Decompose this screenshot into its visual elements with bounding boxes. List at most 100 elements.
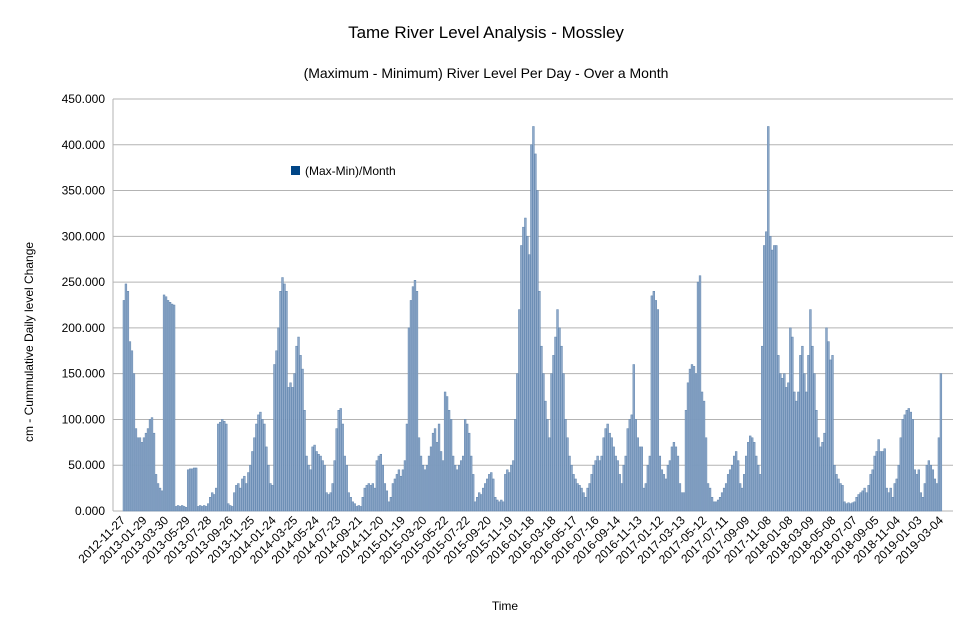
bar — [606, 423, 609, 512]
bar — [751, 437, 754, 512]
bar — [821, 442, 824, 512]
bar — [718, 497, 722, 512]
bar — [279, 291, 282, 512]
bar — [759, 474, 762, 512]
bar — [590, 474, 593, 512]
bar — [732, 455, 736, 512]
bar — [379, 453, 383, 512]
bar — [684, 410, 688, 512]
bar — [927, 460, 931, 512]
bar — [233, 492, 236, 512]
bar — [526, 236, 529, 512]
bar — [534, 153, 537, 512]
bar — [213, 494, 216, 512]
bar — [889, 487, 892, 512]
bar — [572, 474, 575, 512]
bar — [819, 446, 822, 512]
bar — [783, 373, 786, 512]
bar — [490, 472, 493, 512]
bar — [217, 423, 220, 512]
bar — [470, 455, 473, 512]
bar — [686, 382, 690, 512]
bar — [656, 309, 660, 512]
bar — [739, 483, 742, 512]
bar — [716, 499, 720, 512]
bar — [468, 432, 471, 512]
bar — [391, 483, 395, 512]
bar — [249, 464, 252, 512]
y-tick-label: 450.000 — [62, 92, 106, 106]
bar — [172, 304, 176, 512]
bar — [785, 387, 788, 512]
bar — [395, 474, 399, 512]
bar — [540, 345, 543, 512]
bar — [837, 478, 840, 512]
bar — [903, 414, 906, 512]
bar — [329, 492, 332, 512]
bar — [516, 373, 519, 512]
bar — [285, 291, 288, 512]
bar — [911, 419, 914, 512]
bar — [482, 487, 485, 512]
bar — [789, 327, 792, 512]
bar — [295, 345, 298, 512]
bar — [917, 469, 920, 512]
bar — [486, 478, 489, 512]
bar — [205, 506, 208, 512]
bar — [562, 373, 565, 512]
bar — [747, 442, 750, 512]
bar — [574, 478, 577, 512]
bar — [658, 455, 662, 512]
bar — [309, 469, 312, 512]
bar — [528, 254, 531, 512]
bar — [799, 355, 802, 512]
bar — [855, 497, 858, 512]
bar — [399, 475, 403, 512]
bar — [664, 478, 668, 512]
bar — [809, 309, 812, 512]
bar — [598, 460, 601, 512]
bar — [170, 303, 174, 512]
bar — [203, 505, 206, 512]
bar — [859, 492, 862, 512]
bar — [761, 345, 764, 512]
legend-label: (Max-Min)/Month — [305, 164, 396, 178]
bar — [447, 410, 451, 512]
bar — [383, 483, 387, 512]
bar — [180, 505, 184, 512]
bar — [646, 464, 649, 512]
bar — [317, 453, 320, 512]
bar — [445, 396, 449, 512]
bar — [610, 437, 613, 512]
bar — [743, 474, 746, 512]
y-axis-label: cm - Cummulative Daily level Change — [22, 242, 36, 442]
bar — [283, 283, 286, 512]
bar — [861, 490, 864, 512]
y-tick-label: 350.000 — [62, 184, 106, 198]
bar — [662, 474, 666, 512]
bar — [913, 469, 916, 512]
y-tick-label: 400.000 — [62, 138, 106, 152]
bar — [381, 464, 385, 512]
bar — [624, 455, 627, 512]
bar — [277, 327, 280, 512]
bar — [901, 419, 904, 512]
bar — [608, 432, 611, 512]
bar — [805, 391, 808, 512]
bar — [136, 437, 140, 512]
bar — [415, 291, 419, 512]
bar — [359, 506, 362, 512]
bar — [138, 437, 142, 512]
bar — [433, 428, 437, 512]
bar — [773, 245, 776, 512]
bar — [439, 451, 443, 512]
bar — [674, 446, 678, 512]
bar — [247, 472, 250, 512]
bar — [704, 437, 708, 512]
bar — [363, 487, 366, 512]
bar — [221, 419, 224, 512]
bar — [451, 455, 455, 512]
bar — [319, 455, 322, 512]
bar — [801, 345, 804, 512]
bar — [502, 501, 505, 512]
